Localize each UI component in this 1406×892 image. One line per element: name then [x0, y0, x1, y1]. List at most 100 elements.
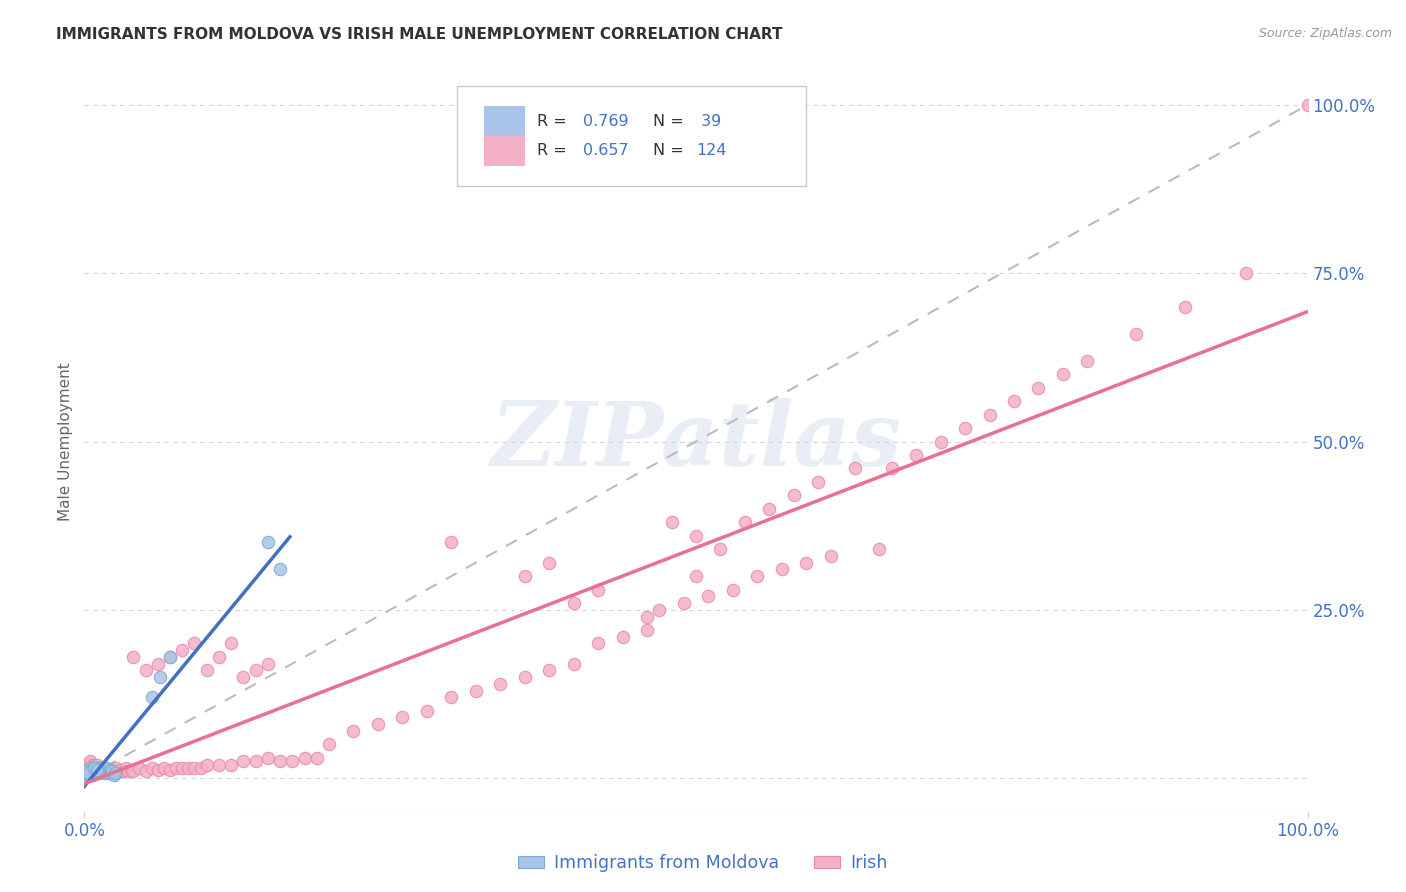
Point [794, 556, 817, 570]
Point [82, 757, 104, 772]
Point [77, 763, 100, 777]
Point [79, 754, 101, 768]
Point [177, 761, 200, 775]
Point [1076, 353, 1098, 368]
Point [219, 757, 242, 772]
Point [245, 754, 267, 768]
Point [697, 590, 720, 604]
Point [104, 765, 127, 780]
Point [721, 582, 744, 597]
Text: ZIPatlas: ZIPatlas [491, 399, 901, 484]
Point [257, 535, 280, 549]
Point [538, 664, 561, 678]
Point [586, 636, 609, 650]
Point [146, 657, 169, 671]
Point [440, 690, 463, 705]
Point [562, 657, 585, 671]
Point [464, 683, 486, 698]
Point [96, 761, 118, 775]
FancyBboxPatch shape [484, 106, 524, 137]
Text: 124: 124 [696, 143, 727, 158]
Point [94, 761, 117, 775]
Text: IMMIGRANTS FROM MOLDOVA VS IRISH MALE UNEMPLOYMENT CORRELATION CHART: IMMIGRANTS FROM MOLDOVA VS IRISH MALE UN… [56, 27, 783, 42]
Point [82, 767, 104, 781]
Point [257, 657, 280, 671]
Point [807, 475, 830, 489]
Point [87, 764, 110, 779]
Point [1028, 381, 1050, 395]
Point [84, 759, 107, 773]
Point [96, 764, 118, 779]
Point [208, 757, 231, 772]
Text: 0.657: 0.657 [583, 143, 628, 158]
Point [97, 763, 120, 777]
Point [257, 751, 280, 765]
Point [79, 764, 101, 779]
Point [122, 649, 145, 664]
Point [489, 677, 512, 691]
Point [90, 764, 112, 779]
Point [1052, 368, 1074, 382]
Point [648, 603, 671, 617]
Point [76, 764, 98, 779]
Point [195, 757, 218, 772]
Point [758, 501, 780, 516]
Point [83, 761, 105, 775]
Point [342, 723, 364, 738]
Point [141, 690, 163, 705]
Point [281, 754, 304, 768]
Text: 39: 39 [696, 114, 721, 129]
Point [80, 764, 103, 779]
Point [1125, 326, 1147, 341]
Point [979, 408, 1001, 422]
Point [709, 542, 731, 557]
Point [77, 756, 100, 771]
Point [76, 765, 98, 780]
Point [83, 761, 105, 775]
Point [82, 765, 104, 780]
Point [93, 764, 115, 779]
Point [685, 529, 707, 543]
Point [77, 759, 100, 773]
Point [120, 763, 142, 777]
Point [159, 649, 181, 664]
Point [86, 761, 108, 775]
Point [586, 582, 609, 597]
Point [91, 763, 114, 777]
Point [105, 761, 128, 775]
Point [685, 569, 707, 583]
Point [89, 763, 111, 777]
Point [747, 569, 769, 583]
Point [905, 448, 928, 462]
Point [103, 764, 125, 779]
Point [416, 704, 439, 718]
Point [77, 764, 100, 779]
Point [98, 763, 121, 777]
Point [190, 761, 212, 775]
Point [77, 765, 100, 780]
Point [110, 763, 132, 777]
Text: R =: R = [537, 143, 572, 158]
Point [75, 765, 97, 780]
Point [97, 765, 120, 780]
Point [75, 767, 97, 781]
FancyBboxPatch shape [457, 87, 806, 186]
Point [672, 596, 695, 610]
Point [953, 421, 976, 435]
Point [86, 763, 108, 777]
Point [77, 767, 100, 781]
Point [115, 761, 138, 775]
Point [84, 763, 107, 777]
Point [83, 767, 105, 781]
Point [112, 764, 135, 779]
Point [195, 664, 218, 678]
Point [1296, 98, 1319, 112]
Point [159, 763, 181, 777]
Point [82, 763, 104, 777]
Point [159, 649, 181, 664]
Point [83, 764, 105, 779]
Point [869, 542, 891, 557]
Point [89, 761, 111, 775]
Point [77, 765, 100, 780]
Text: 0.769: 0.769 [583, 114, 628, 129]
